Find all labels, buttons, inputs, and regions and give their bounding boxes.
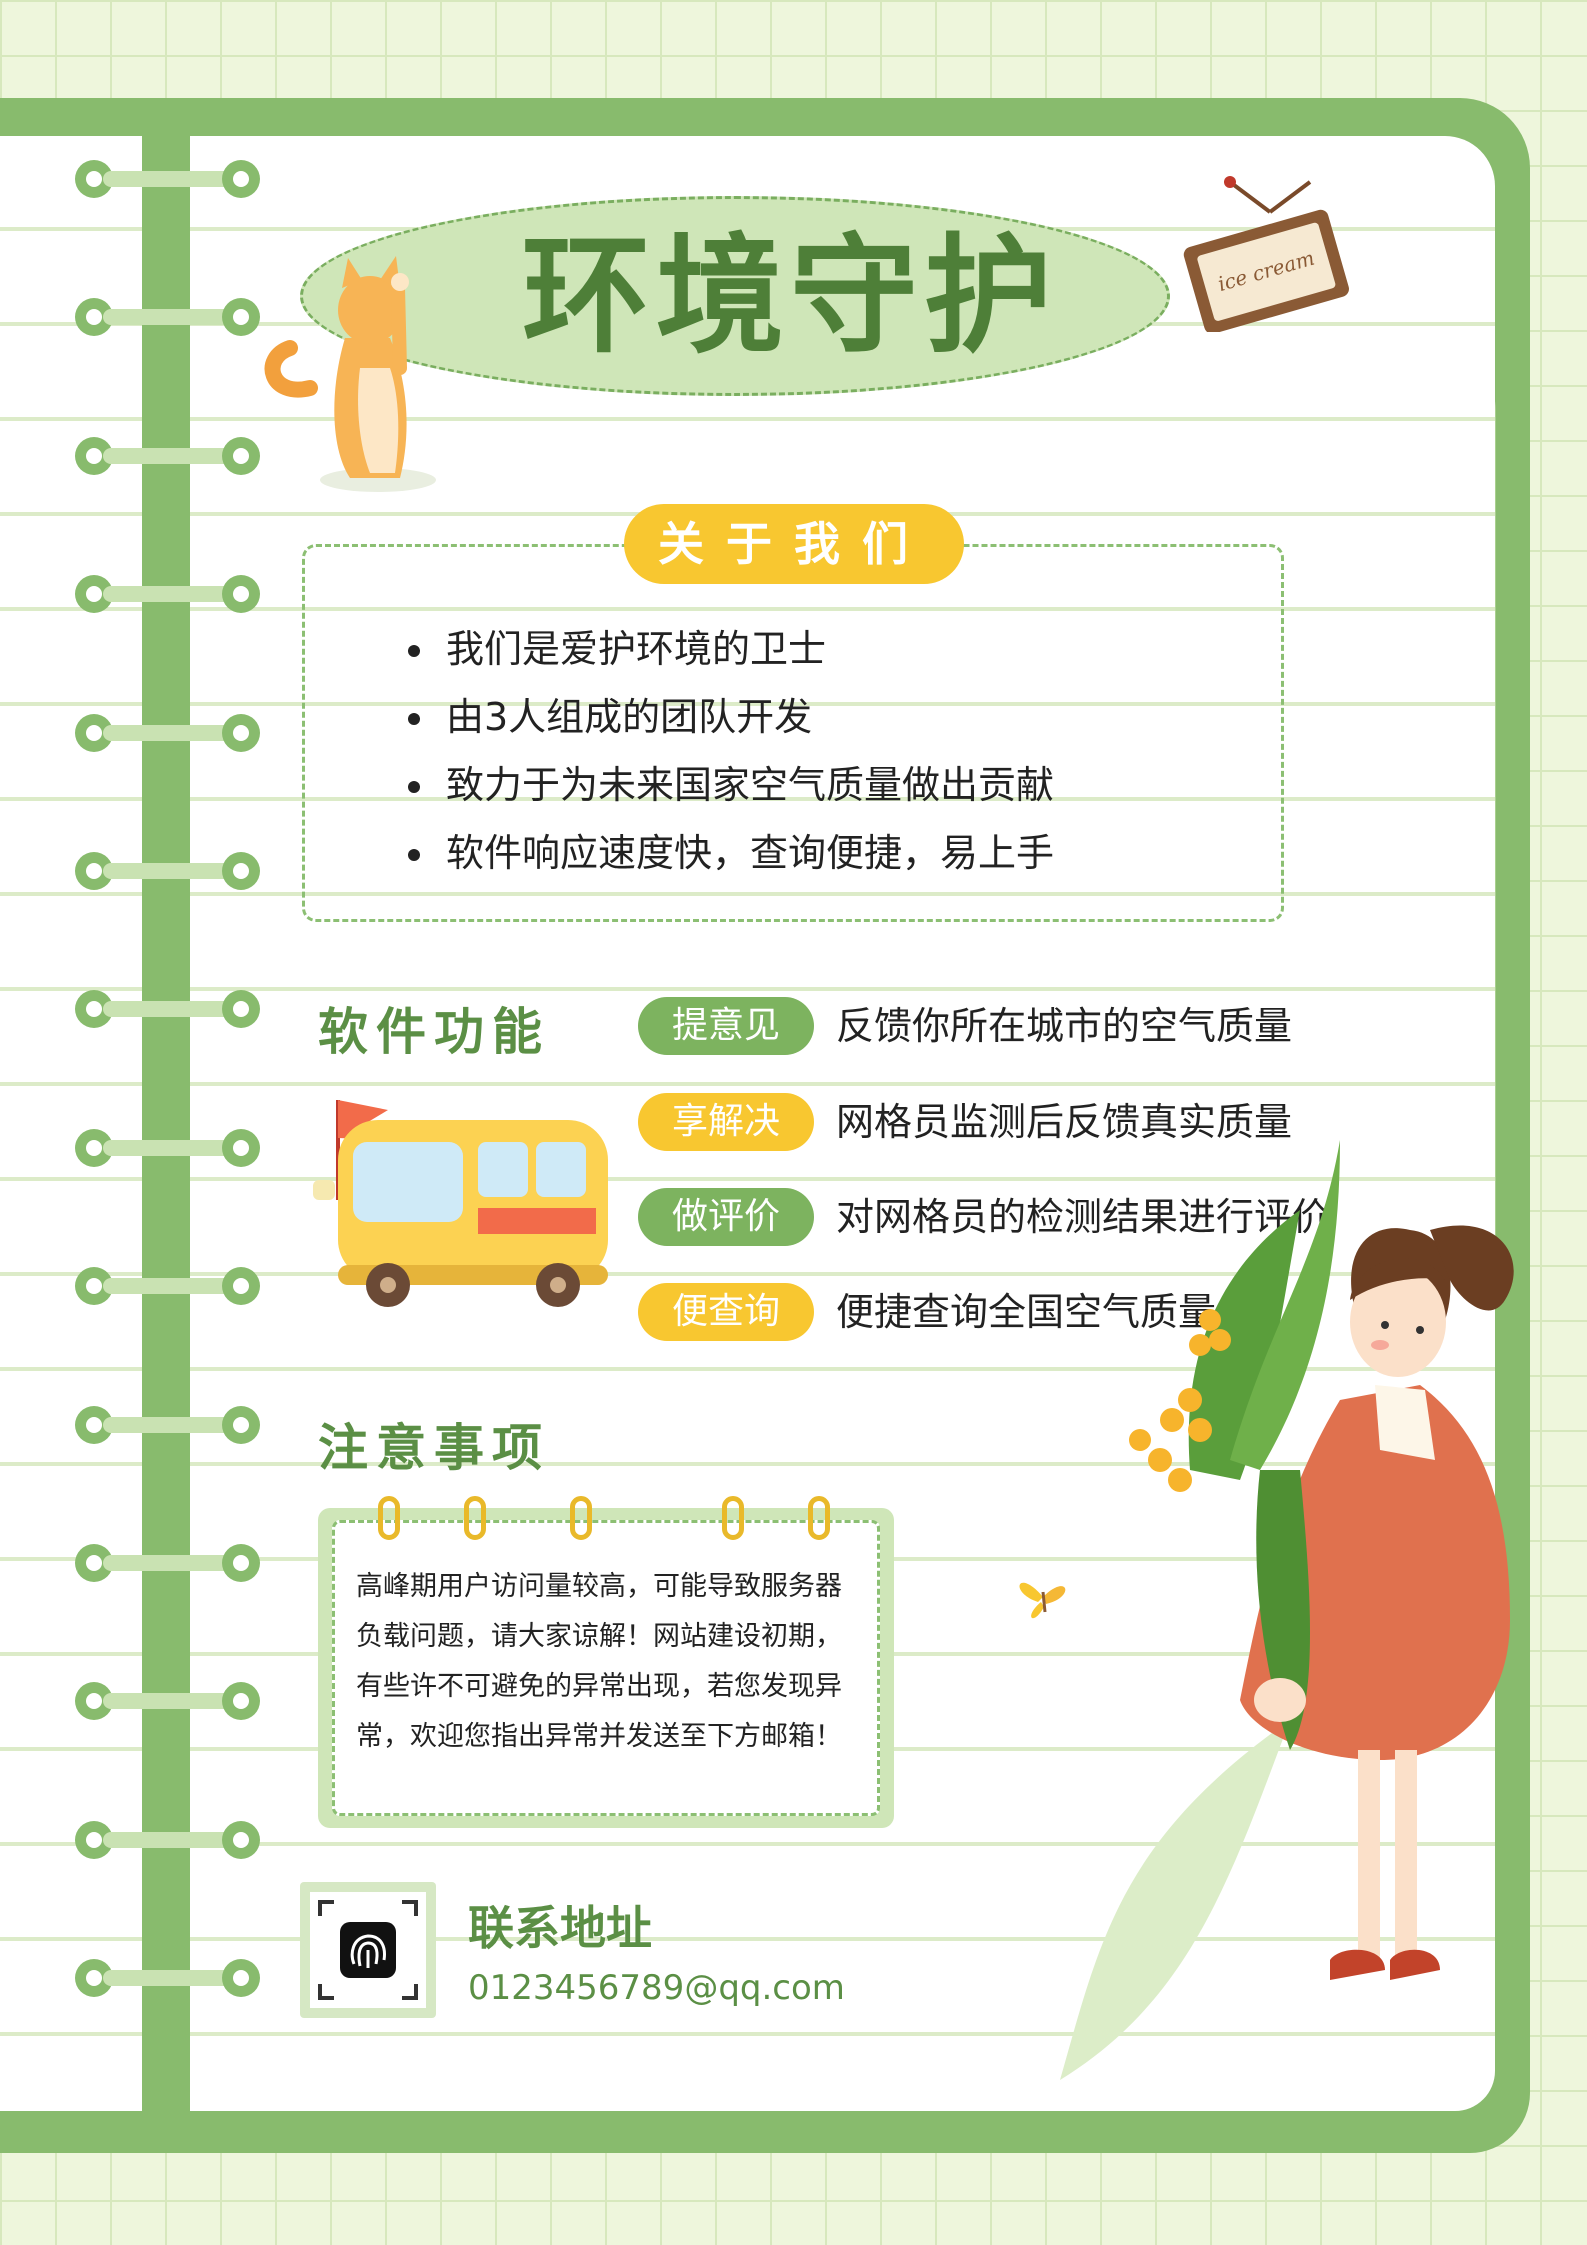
clip-icon (464, 1496, 486, 1540)
about-list: 我们是爱护环境的卫士 由3人组成的团队开发 致力于为未来国家空气质量做出贡献 软… (400, 620, 1260, 892)
clip-icon (722, 1496, 744, 1540)
features-title: 软件功能 (318, 1003, 550, 1061)
notes-title: 注意事项 (318, 1419, 550, 1477)
ring (75, 852, 260, 890)
title-banner (300, 196, 1170, 396)
notes-text: 高峰期用户访问量较高，可能导致服务器负载问题，请大家谅解！网站建设初期，有些许不… (356, 1571, 842, 1752)
ring (75, 575, 260, 613)
about-item: 致力于为未来国家空气质量做出贡献 (400, 756, 1260, 824)
notebook-spine (142, 136, 190, 2111)
cat-icon (264, 256, 436, 492)
feature-tag: 提意见 (638, 997, 814, 1055)
about-badge: 关于我们 (624, 504, 964, 584)
clip-icon (808, 1496, 830, 1540)
about-item: 软件响应速度快，查询便捷，易上手 (400, 824, 1260, 892)
ring (75, 1129, 260, 1167)
page-title: 环境守护 (521, 222, 1058, 371)
ring (75, 437, 260, 475)
ring (75, 1959, 260, 1997)
clip-icon (570, 1496, 592, 1540)
girl-icon (1060, 1140, 1514, 2080)
fingerprint-icon (318, 1900, 418, 2000)
feature-tag: 便查询 (638, 1283, 814, 1341)
about-item: 我们是爱护环境的卫士 (400, 620, 1260, 688)
ring (75, 990, 260, 1028)
about-item: 由3人组成的团队开发 (400, 688, 1260, 756)
clip-icon (378, 1496, 400, 1540)
contact-title: 联系地址 (468, 1901, 652, 1955)
sign-icon: ice cream (1183, 176, 1349, 332)
contact-email[interactable]: 0123456789@qq.com (468, 1968, 845, 2008)
ring (75, 714, 260, 752)
feature-desc: 对网格员的检测结果进行评价 (836, 1195, 1331, 1239)
feature-tag: 做评价 (638, 1188, 814, 1246)
ring (75, 160, 260, 198)
ring (75, 1267, 260, 1305)
butterfly-icon (1019, 1582, 1066, 1619)
feature-desc: 便捷查询全国空气质量 (836, 1290, 1217, 1334)
ring (75, 1682, 260, 1720)
bus-icon (313, 1100, 608, 1307)
ring (75, 1544, 260, 1582)
ring (75, 1406, 260, 1444)
feature-desc: 反馈你所在城市的空气质量 (836, 1004, 1293, 1048)
feature-desc: 网格员监测后反馈真实质量 (836, 1100, 1293, 1144)
ring (75, 298, 260, 336)
ring (75, 1821, 260, 1859)
notes-inner (332, 1520, 880, 1816)
feature-tag: 享解决 (638, 1093, 814, 1151)
